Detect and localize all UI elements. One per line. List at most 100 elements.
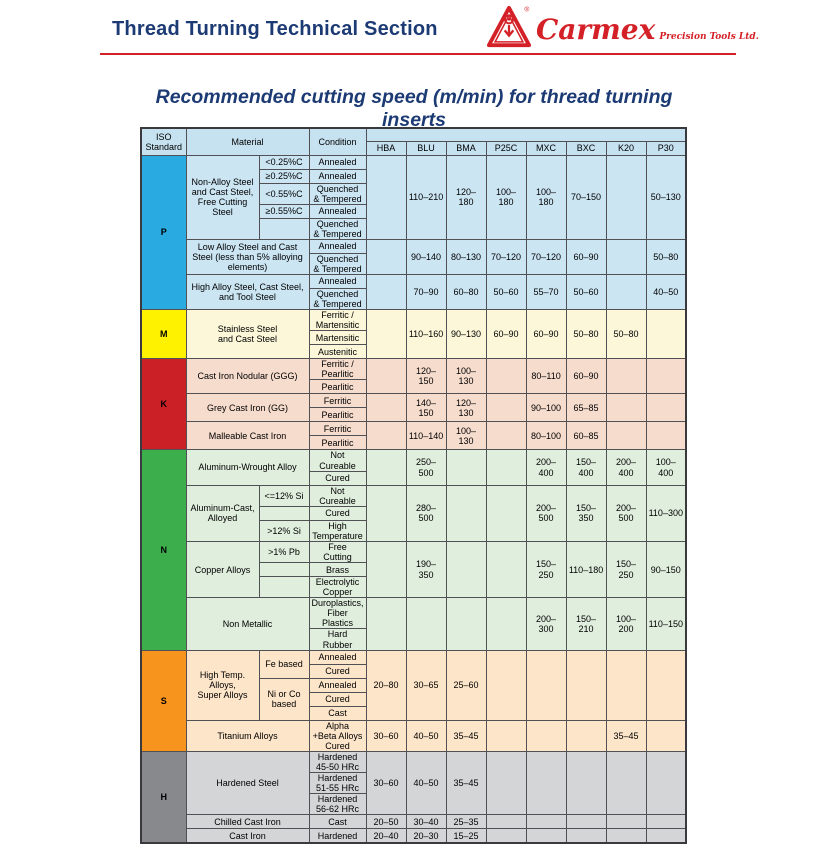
- value-cell: [565, 649, 607, 721]
- value-cell: [405, 597, 447, 651]
- material-subgroup-cell: ≥0.25%C: [258, 168, 310, 184]
- table-row: >12% Si High Temperature: [141, 519, 686, 542]
- material-cell: Cast Iron Nodular (GGG): [185, 358, 310, 395]
- condition-cell: Ferritic: [308, 421, 367, 437]
- material-subgroup-cell: >12% Si: [258, 519, 310, 542]
- table-row: K Cast Iron Nodular (GGG) Ferritic / Pearl…: [140, 358, 687, 451]
- value-cell: 90–140: [405, 238, 447, 275]
- table-row: Titanium Alloys Alpha +Beta Alloys Cured 3…: [141, 719, 687, 752]
- value-cell: [645, 649, 687, 721]
- value-cell: 65–85: [565, 393, 607, 423]
- condition-cell: Annealed: [308, 238, 367, 254]
- table-row: Cured: [141, 505, 686, 521]
- value-cell: 120–130: [445, 393, 487, 423]
- material-cell: Stainless Steel and Cast Steel: [185, 309, 310, 360]
- value-cell: [565, 814, 607, 830]
- column-header-cell: HBA: [365, 140, 407, 156]
- value-cell: [645, 309, 687, 360]
- value-cell: [365, 273, 407, 311]
- condition-cell: Brass: [308, 562, 367, 578]
- value-cell: [485, 421, 527, 451]
- material-cell: Low Alloy Steel and Cast Steel (less tha…: [185, 238, 310, 275]
- value-cell: 190–350: [405, 540, 447, 599]
- value-cell: [365, 238, 407, 275]
- value-cell: [485, 750, 527, 816]
- value-cell: [645, 393, 687, 423]
- table-row: Chilled Cast Iron Cast 20–50 30–40 25–35: [141, 814, 687, 830]
- value-cell: 70–120: [485, 238, 527, 275]
- value-cell: 40–50: [645, 273, 687, 311]
- material-cell: Chilled Cast Iron: [185, 814, 310, 830]
- value-cell: 30–65: [405, 649, 447, 721]
- value-cell: 50–60: [485, 273, 527, 311]
- value-cell: [605, 358, 647, 395]
- value-cell: 200–300: [525, 597, 567, 651]
- value-cell: 100–130: [445, 421, 487, 451]
- column-header-cell: [365, 127, 687, 142]
- value-cell: 200–400: [605, 449, 647, 486]
- table-row: Quenched & Tempered: [141, 217, 686, 240]
- value-cell: 120–180: [445, 154, 487, 240]
- value-cell: 60–90: [525, 309, 567, 360]
- section-title: Recommended cutting speed (m/min) for th…: [155, 86, 673, 131]
- condition-cell: Hardened 56-62 HRc: [308, 793, 367, 816]
- iso-letter-cell: N: [140, 449, 187, 651]
- condition-cell: Cast: [308, 705, 367, 721]
- condition-cell: Hardened 51-55 HRc: [308, 771, 367, 795]
- table-row: Grey Cast Iron (GG) Ferritic 140–150 120–13…: [141, 393, 687, 423]
- value-cell: 50–80: [605, 309, 647, 360]
- material-cell: High Temp. Alloys, Super Alloys: [185, 649, 260, 721]
- value-cell: [605, 393, 647, 423]
- value-cell: [445, 597, 487, 651]
- table-row: Cured: [141, 663, 686, 679]
- value-cell: 150–210: [565, 597, 607, 651]
- value-cell: 110–150: [645, 597, 687, 651]
- table-row: P Non-Alloy Steel and Cast Steel, Free Cu…: [140, 154, 687, 311]
- condition-cell: Quenched & Tempered: [308, 217, 367, 240]
- condition-cell: Pearlitic: [308, 379, 367, 395]
- condition-cell: Duroplastics, Fiber Plastics: [308, 597, 367, 630]
- value-cell: [605, 238, 647, 275]
- table-row: Hardened 51-55 HRc: [141, 771, 686, 795]
- carmex-triangle-icon: ®: [486, 6, 532, 48]
- value-cell: 110–210: [405, 154, 447, 240]
- value-cell: 50–60: [565, 273, 607, 311]
- value-cell: 200–400: [525, 449, 567, 486]
- value-cell: 150–250: [605, 540, 647, 599]
- value-cell: [525, 649, 567, 721]
- condition-cell: Alpha +Beta Alloys Cured: [308, 719, 367, 752]
- value-cell: 50–80: [565, 309, 607, 360]
- value-cell: 100–180: [525, 154, 567, 240]
- condition-cell: Cured: [308, 663, 367, 679]
- value-cell: 40–50: [405, 719, 447, 752]
- brand-name: Carmex: [536, 13, 656, 46]
- value-cell: [365, 154, 407, 240]
- material-subgroup-cell: [258, 217, 310, 240]
- material-subgroup-cell: [258, 576, 310, 599]
- value-cell: 35–45: [445, 750, 487, 816]
- table-row: H Hardened Steel Hardened 45-50 HRc 30–60 40…: [140, 750, 687, 844]
- iso-letter-cell: H: [140, 750, 187, 844]
- condition-cell: Pearlitic: [308, 435, 367, 451]
- table-row: Electrolytic Copper: [141, 576, 686, 599]
- condition-cell: Hardened 45-50 HRc: [308, 750, 367, 774]
- value-cell: [525, 719, 567, 752]
- brand-tagline: Precision Tools Ltd.: [659, 32, 759, 42]
- value-cell: 60–90: [565, 238, 607, 275]
- value-cell: [645, 421, 687, 451]
- condition-cell: Quenched & Tempered: [308, 252, 367, 275]
- value-cell: 70–150: [565, 154, 607, 240]
- material-cell: Non-Alloy Steel and Cast Steel, Free Cut…: [185, 154, 260, 240]
- table-row: Quenched & Tempered: [141, 287, 686, 311]
- table-row: <0.55%C Quenched & Tempered: [141, 182, 686, 205]
- value-cell: 55–70: [525, 273, 567, 311]
- column-header-cell: ISO Standard: [140, 127, 187, 156]
- column-header-cell: P30: [645, 140, 687, 156]
- value-cell: 90–150: [645, 540, 687, 599]
- value-cell: [445, 449, 487, 486]
- column-header-cell: BXC: [565, 140, 607, 156]
- value-cell: [365, 540, 407, 599]
- value-cell: 90–130: [445, 309, 487, 360]
- value-cell: [605, 649, 647, 721]
- material-subgroup-cell: >1% Pb: [258, 540, 310, 564]
